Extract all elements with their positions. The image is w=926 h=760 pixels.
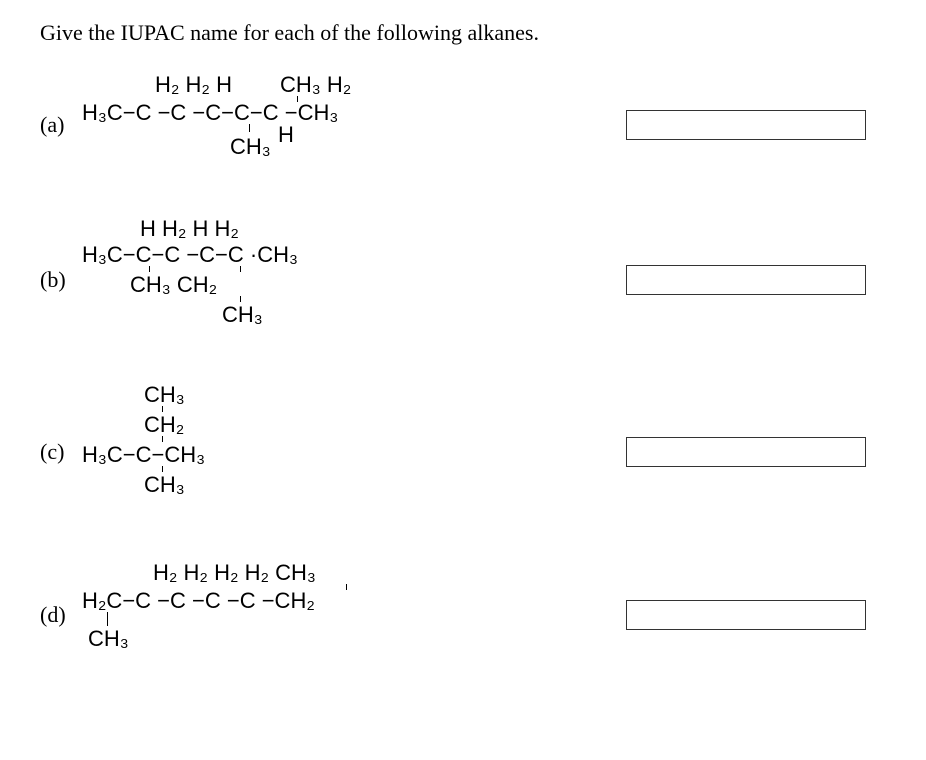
answer-cell-b: [626, 265, 886, 295]
structure-a: H₂ H₂ H CH₃ H₂ H₃C−C −C −C−C−C −CH₃ H CH…: [82, 74, 626, 176]
frag-b-ch3b: CH₃: [222, 304, 263, 326]
frag-d-ch3bot: CH₃: [88, 628, 129, 650]
structure-c: CH₃ CH₂ H₃C−C−CH₃ CH₃: [82, 384, 626, 520]
frag-a-top1: H₂ H₂ H: [155, 74, 232, 96]
frag-c-ch3bot: CH₃: [144, 474, 185, 496]
answer-input-a[interactable]: [626, 110, 866, 140]
frag-c-ch3top: CH₃: [144, 384, 185, 406]
part-d-row: (d) H₂ H₂ H₂ H₂ CH₃ H₂C−C −C −C −C −CH₂ …: [40, 562, 886, 668]
part-a-label: (a): [40, 112, 82, 138]
answer-input-b[interactable]: [626, 265, 866, 295]
answer-cell-a: [626, 110, 886, 140]
part-c-label: (c): [40, 439, 82, 465]
tick-d-c6top: [346, 584, 347, 590]
frag-d-top: H₂ H₂ H₂ H₂ CH₃: [153, 562, 316, 584]
frag-d-chain: H₂C−C −C −C −C −CH₂: [82, 590, 315, 612]
structure-b: H H₂ H H₂ H₃C−C−C −C−C ·CH₃ CH₃ CH₂ CH₃: [82, 218, 626, 342]
frag-b-chain: H₃C−C−C −C−C ·CH₃: [82, 244, 298, 266]
frag-a-chain: H₃C−C −C −C−C−C −CH₃: [82, 102, 338, 124]
part-a-row: (a) H₂ H₂ H CH₃ H₂ H₃C−C −C −C−C−C −CH₃ …: [40, 74, 886, 176]
bond-a-c4v: [249, 124, 250, 132]
part-b-label: (b): [40, 267, 82, 293]
tick-b-c4: [240, 266, 241, 272]
frag-a-ch3bot: CH₃: [230, 136, 271, 158]
answer-cell-c: [626, 437, 886, 467]
frag-c-chain: H₃C−C−CH₃: [82, 444, 205, 466]
question-prompt: Give the IUPAC name for each of the foll…: [40, 20, 886, 46]
part-d-label: (d): [40, 602, 82, 628]
frag-a-top2: CH₃ H₂: [280, 74, 351, 96]
answer-cell-d: [626, 600, 886, 630]
structure-d: H₂ H₂ H₂ H₂ CH₃ H₂C−C −C −C −C −CH₂ CH₃: [82, 562, 626, 668]
frag-c-ch2: CH₂: [144, 414, 184, 436]
part-c-row: (c) CH₃ CH₂ H₃C−C−CH₃ CH₃: [40, 384, 886, 520]
answer-input-d[interactable]: [626, 600, 866, 630]
bond-d-c1: [107, 612, 108, 626]
answer-input-c[interactable]: [626, 437, 866, 467]
frag-b-row2: CH₃ CH₂: [130, 274, 217, 296]
frag-a-h5: H: [278, 124, 294, 146]
part-b-row: (b) H H₂ H H₂ H₃C−C−C −C−C ·CH₃ CH₃ CH₂ …: [40, 218, 886, 342]
frag-b-top: H H₂ H H₂: [140, 218, 239, 240]
